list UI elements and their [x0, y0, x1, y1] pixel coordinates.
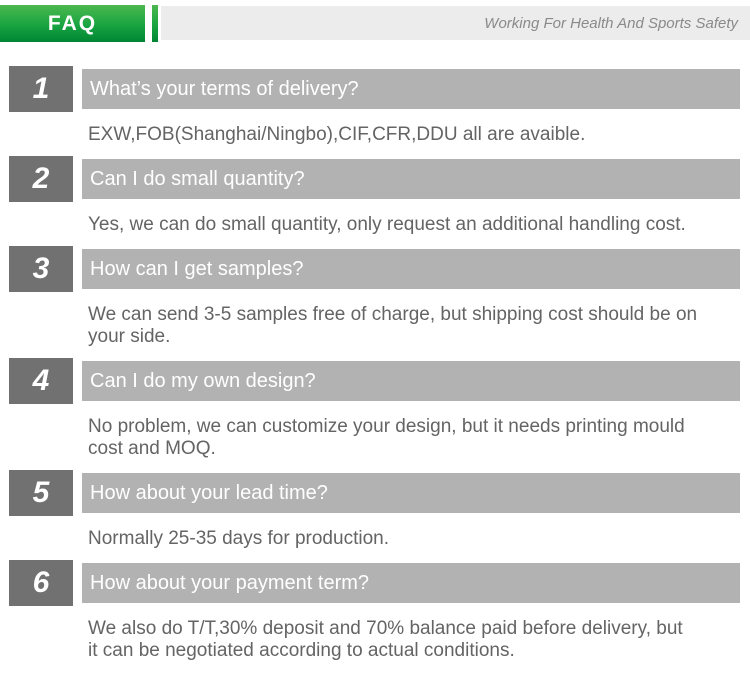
faq-item: 4 Can I do my own design? No problem, we… [0, 358, 750, 460]
faq-question-bar: What’s your terms of delivery? [82, 69, 740, 109]
faq-title-badge: FAQ [0, 5, 145, 42]
faq-question-row: 4 Can I do my own design? [9, 358, 740, 404]
tagline-text: Working For Health And Sports Safety [484, 14, 738, 32]
faq-question-text: What’s your terms of delivery? [90, 77, 359, 100]
faq-number-badge: 2 [9, 156, 73, 202]
faq-question-text: How about your payment term? [90, 571, 370, 594]
faq-item: 5 How about your lead time? Normally 25-… [0, 470, 750, 550]
faq-number-badge: 3 [9, 246, 73, 292]
faq-number: 5 [32, 476, 50, 509]
faq-number: 3 [32, 252, 50, 285]
faq-number-badge: 6 [9, 560, 73, 606]
faq-answer-text: EXW,FOB(Shanghai/Ningbo),CIF,CFR,DDU all… [88, 124, 586, 145]
faq-question-bar: How can I get samples? [82, 249, 740, 289]
page-title: FAQ [47, 11, 98, 35]
faq-question-bar: How about your lead time? [82, 473, 740, 513]
faq-number: 2 [32, 162, 50, 195]
faq-answer-text: We also do T/T,30% deposit and 70% balan… [88, 618, 683, 661]
faq-question-bar: How about your payment term? [82, 563, 740, 603]
faq-number-badge: 5 [9, 470, 73, 516]
faq-question-text: Can I do my own design? [90, 369, 316, 392]
faq-item: 1 What’s your terms of delivery? EXW,FOB… [0, 66, 750, 146]
page-header: FAQ Working For Health And Sports Safety [0, 5, 750, 42]
faq-list: 1 What’s your terms of delivery? EXW,FOB… [0, 66, 750, 662]
faq-question-text: How about your lead time? [90, 481, 328, 504]
faq-item: 3 How can I get samples? We can send 3-5… [0, 246, 750, 348]
faq-number: 4 [32, 364, 50, 397]
faq-answer-text: Normally 25-35 days for production. [88, 528, 389, 549]
faq-question-row: 6 How about your payment term? [9, 560, 740, 606]
faq-number-badge: 4 [9, 358, 73, 404]
faq-item: 2 Can I do small quantity? Yes, we can d… [0, 156, 750, 236]
faq-answer-text: Yes, we can do small quantity, only requ… [88, 214, 686, 235]
faq-number: 6 [32, 566, 50, 599]
faq-answer-text: We can send 3-5 samples free of charge, … [88, 304, 698, 347]
tagline-bar: Working For Health And Sports Safety [161, 6, 750, 40]
faq-number: 1 [32, 72, 50, 105]
faq-question-row: 3 How can I get samples? [9, 246, 740, 292]
faq-question-bar: Can I do small quantity? [82, 159, 740, 199]
faq-question-text: Can I do small quantity? [90, 167, 305, 190]
faq-page: FAQ Working For Health And Sports Safety… [0, 5, 750, 691]
faq-question-row: 1 What’s your terms of delivery? [9, 66, 740, 112]
faq-question-row: 2 Can I do small quantity? [9, 156, 740, 202]
faq-question-text: How can I get samples? [90, 257, 304, 280]
faq-question-bar: Can I do my own design? [82, 361, 740, 401]
faq-question-row: 5 How about your lead time? [9, 470, 740, 516]
faq-item: 6 How about your payment term? We also d… [0, 560, 750, 662]
faq-number-badge: 1 [9, 66, 73, 112]
faq-answer-text: No problem, we can customize your design… [88, 416, 685, 459]
green-accent-bar [152, 5, 158, 42]
